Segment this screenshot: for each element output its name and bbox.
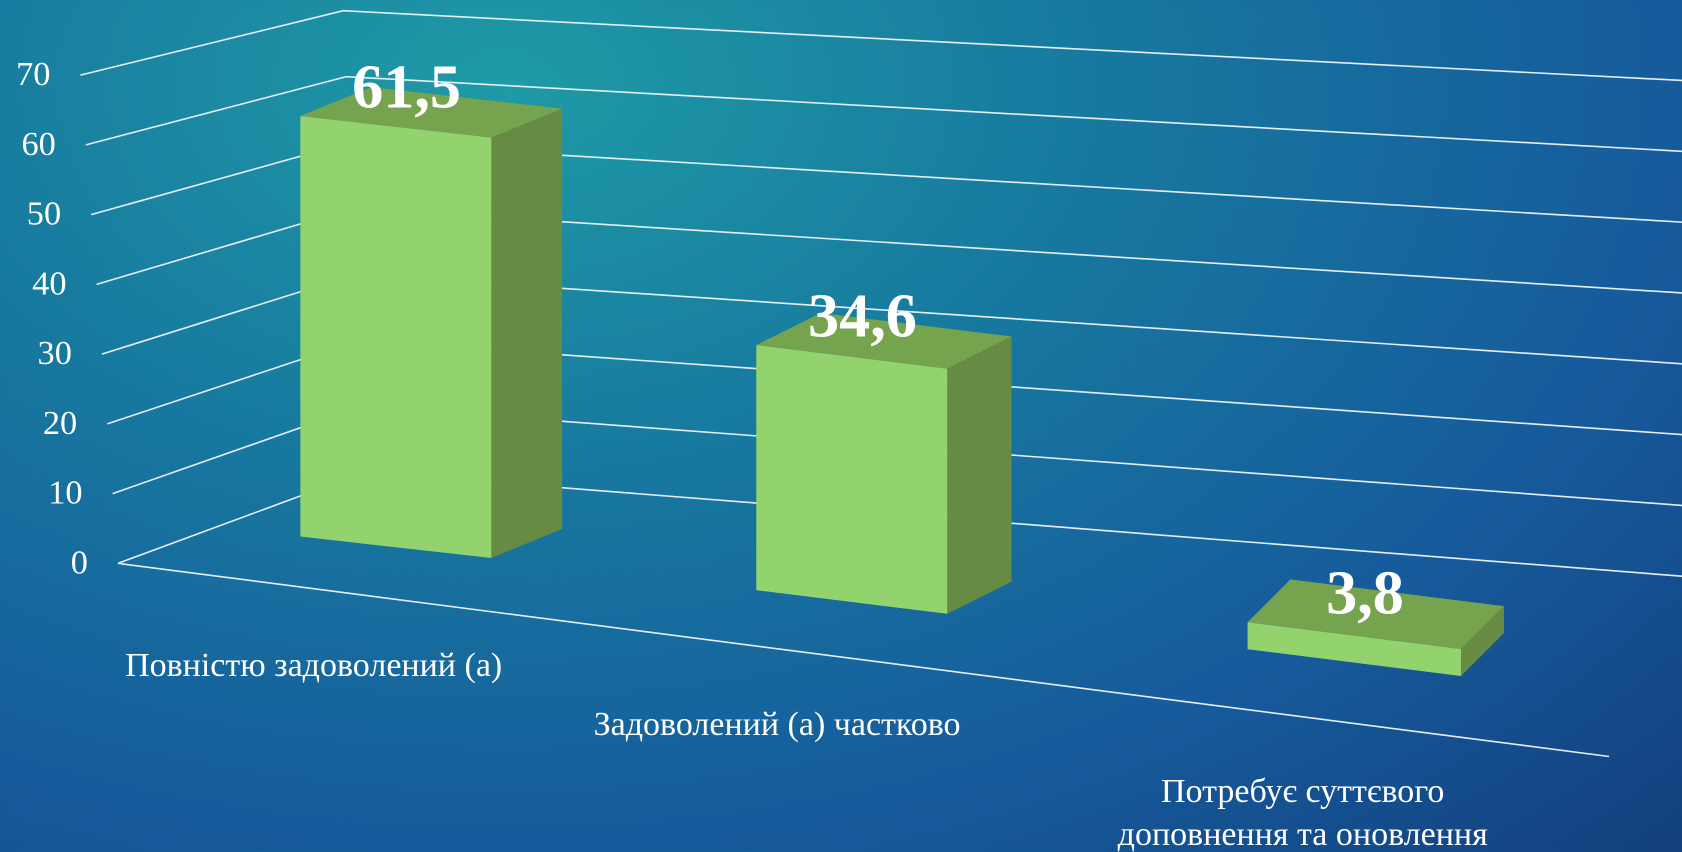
y-tick-label: 20 [43, 404, 77, 442]
bar-top [756, 312, 1012, 369]
bar [756, 345, 948, 614]
grid-line [80, 9, 1682, 82]
bar [1247, 622, 1462, 677]
value-label: 3,8 [1326, 560, 1404, 628]
floor-edge [117, 562, 1610, 758]
value-label: 61,5 [352, 54, 461, 122]
y-tick-label: 30 [38, 334, 72, 372]
y-tick-label: 0 [71, 543, 88, 581]
bar-side [947, 336, 1012, 614]
bar [300, 116, 492, 558]
bar-top [1247, 579, 1504, 650]
y-tick-label: 60 [21, 125, 55, 163]
y-tick-label: 70 [16, 55, 50, 93]
x-tick-label: Повністю задоволений (а) [125, 646, 503, 684]
grid-line [85, 75, 1682, 153]
x-tick-label: Задоволений (а) частково [593, 705, 961, 743]
x-tick-label: Потребує суттєвого доповнення та оновлен… [1117, 773, 1488, 852]
bar-side [1461, 606, 1504, 677]
value-label: 34,6 [808, 283, 917, 351]
y-tick-label: 50 [27, 195, 61, 233]
bar-side [491, 108, 563, 558]
bar-top [300, 87, 563, 138]
y-tick-label: 10 [48, 474, 82, 512]
y-tick-label: 40 [32, 264, 66, 302]
